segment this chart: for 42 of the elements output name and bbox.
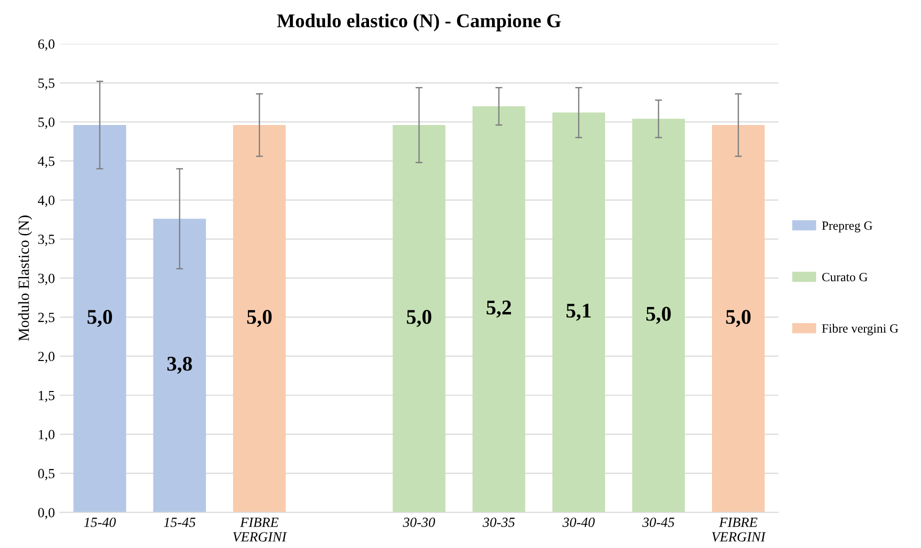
x-tick-label: 30-30 xyxy=(402,518,436,528)
legend-label: Prepreg G xyxy=(822,221,872,232)
legend-label: Fibre vergini G xyxy=(822,324,898,336)
y-tick-label: 0,0 xyxy=(38,508,54,520)
legend-label: Curato G xyxy=(822,272,868,282)
x-tick-label: FIBRE VERGINI xyxy=(712,518,766,542)
y-tick-label: 4,0 xyxy=(38,196,54,207)
x-tick-label: FIBRE VERGINI xyxy=(233,518,287,542)
y-tick-label: 0,5 xyxy=(38,468,54,480)
y-axis-title: Modulo Elastico (N) xyxy=(18,216,32,341)
bar xyxy=(552,112,606,512)
data-label: 5,2 xyxy=(486,300,511,318)
y-tick-label: 4,5 xyxy=(38,156,54,168)
data-label: 5,0 xyxy=(406,310,432,327)
x-tick-label: 30-35 xyxy=(482,518,515,528)
y-tick-label: 5,0 xyxy=(38,118,54,129)
x-tick-label: 30-45 xyxy=(642,518,674,528)
bar xyxy=(73,125,126,512)
bar xyxy=(392,125,446,512)
chart-title: Modulo elastico (N) - Campione G xyxy=(277,14,561,32)
data-label: 5,0 xyxy=(88,310,112,327)
bar xyxy=(632,118,685,512)
y-tick-label: 6,0 xyxy=(38,39,54,51)
bar xyxy=(153,218,206,512)
data-label: 3,8 xyxy=(167,356,192,374)
x-tick-label: 15-45 xyxy=(164,518,196,528)
y-tick-label: 2,5 xyxy=(38,312,54,324)
x-tick-label: 30-40 xyxy=(562,518,595,528)
x-tick-label: 15-40 xyxy=(84,518,116,528)
y-tick-label: 1,5 xyxy=(38,390,54,402)
y-tick-label: 5,5 xyxy=(38,78,54,90)
bar xyxy=(233,125,286,512)
data-label: 5,0 xyxy=(726,310,751,327)
data-label: 5,1 xyxy=(566,304,591,321)
data-label: 5,0 xyxy=(247,310,272,327)
bar xyxy=(712,125,765,512)
y-tick-label: 3,0 xyxy=(38,274,54,286)
y-tick-label: 3,5 xyxy=(38,234,54,246)
bar xyxy=(472,106,526,512)
y-tick-label: 2,0 xyxy=(38,352,54,364)
data-label: 5,0 xyxy=(646,306,671,324)
y-tick-label: 1,0 xyxy=(38,430,54,442)
